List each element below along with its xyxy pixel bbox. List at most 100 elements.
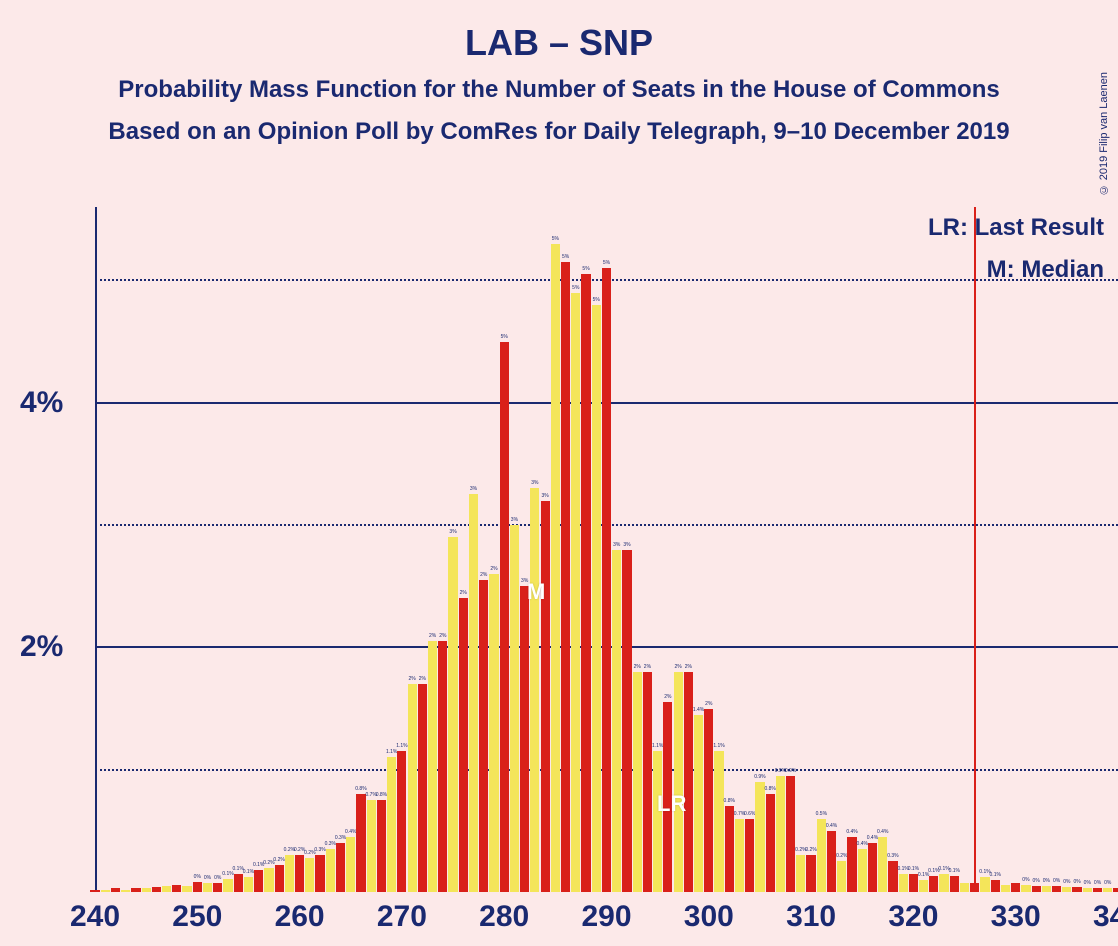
bar-value-label: 1.4% xyxy=(693,707,704,713)
bar xyxy=(684,672,693,892)
bar xyxy=(1083,888,1092,892)
bar xyxy=(674,672,683,892)
bar xyxy=(1103,888,1112,892)
bar xyxy=(479,580,488,892)
bar-value-label: 2% xyxy=(429,633,436,639)
x-tick-label: 290 xyxy=(581,900,631,934)
bar xyxy=(295,855,304,892)
bar-value-label: 2% xyxy=(644,664,651,670)
copyright-label: © 2019 Filip van Laenen xyxy=(1098,72,1110,195)
bar-value-label: 0% xyxy=(1043,878,1050,884)
bar-value-label: 0.1% xyxy=(949,868,960,874)
bar-value-label: 5% xyxy=(603,260,610,266)
bar xyxy=(837,861,846,892)
bar xyxy=(377,800,386,892)
bar xyxy=(90,890,99,892)
x-tick-label: 320 xyxy=(888,900,938,934)
bar xyxy=(806,855,815,892)
bar xyxy=(929,876,938,892)
bar xyxy=(1093,888,1102,892)
bar xyxy=(725,806,734,892)
bar-value-label: 0.4% xyxy=(867,835,878,841)
bar xyxy=(397,751,406,892)
bar xyxy=(653,751,662,892)
bar xyxy=(530,488,539,892)
bar xyxy=(735,819,744,892)
x-tick-label: 340 xyxy=(1093,900,1118,934)
bar-value-label: 0% xyxy=(1084,880,1091,886)
last-result-marker: LR xyxy=(657,791,686,817)
bar-value-label: 5% xyxy=(593,297,600,303)
bar xyxy=(847,837,856,892)
bar xyxy=(878,837,887,892)
bar xyxy=(919,880,928,892)
bar xyxy=(315,855,324,892)
bar-value-label: 0.8% xyxy=(764,786,775,792)
bar-value-label: 3% xyxy=(623,542,630,548)
bar xyxy=(1011,883,1020,892)
bar xyxy=(448,537,457,892)
bar-value-label: 0.9% xyxy=(754,774,765,780)
chart-title: LAB – SNP xyxy=(0,22,1118,64)
bar-value-label: 1.1% xyxy=(396,743,407,749)
bar xyxy=(346,837,355,892)
bar xyxy=(131,888,140,892)
bar-value-label: 0% xyxy=(204,875,211,881)
x-tick-label: 300 xyxy=(684,900,734,934)
bar xyxy=(510,525,519,892)
x-tick-label: 310 xyxy=(786,900,836,934)
bar xyxy=(950,876,959,892)
bar-value-label: 3% xyxy=(531,480,538,486)
bar xyxy=(1062,887,1071,892)
bar-value-label: 0.8% xyxy=(376,792,387,798)
bar xyxy=(111,888,120,892)
bar xyxy=(960,883,969,892)
bar-value-label: 0% xyxy=(1104,880,1111,886)
bar-value-label: 0% xyxy=(1053,878,1060,884)
bar-value-label: 0.2% xyxy=(836,853,847,859)
bar-value-label: 2% xyxy=(685,664,692,670)
bar xyxy=(336,843,345,892)
bar xyxy=(899,874,908,892)
bar xyxy=(1042,886,1051,892)
y-tick-label: 2% xyxy=(20,630,88,664)
bar xyxy=(387,757,396,892)
bar xyxy=(142,888,151,892)
bar xyxy=(152,887,161,892)
bar xyxy=(868,843,877,892)
bar xyxy=(418,684,427,892)
plot-area: 0%0%0%0.1%0.1%0.1%0.1%0.2%0.2%0.2%0.2%0.… xyxy=(95,207,1118,892)
bar xyxy=(459,598,468,892)
bar xyxy=(1001,885,1010,892)
bar-value-label: 3% xyxy=(511,517,518,523)
bar-value-label: 0% xyxy=(214,875,221,881)
bar xyxy=(367,800,376,892)
bar xyxy=(1052,886,1061,892)
bar xyxy=(766,794,775,892)
bar-value-label: 0% xyxy=(1022,877,1029,883)
bar xyxy=(275,865,284,892)
x-tick-label: 240 xyxy=(70,900,120,934)
bar xyxy=(561,262,570,892)
bar xyxy=(755,782,764,892)
bar-value-label: 2% xyxy=(460,590,467,596)
bar-value-label: 0.5% xyxy=(816,811,827,817)
bar-value-label: 0.4% xyxy=(877,829,888,835)
bar xyxy=(612,550,621,893)
bar xyxy=(776,776,785,892)
bar xyxy=(101,890,110,892)
bar-value-label: 3% xyxy=(613,542,620,548)
bar-value-label: 2% xyxy=(490,566,497,572)
bar xyxy=(622,550,631,893)
bar xyxy=(1021,885,1030,892)
bar xyxy=(223,879,232,892)
bar-value-label: 0.8% xyxy=(724,798,735,804)
bar-value-label: 2% xyxy=(634,664,641,670)
bar-value-label: 0.8% xyxy=(355,786,366,792)
bar xyxy=(980,877,989,892)
bar xyxy=(581,274,590,892)
bar-value-label: 0.1% xyxy=(243,869,254,875)
bar xyxy=(694,715,703,892)
bar-value-label: 0.2% xyxy=(805,847,816,853)
bar xyxy=(244,877,253,892)
